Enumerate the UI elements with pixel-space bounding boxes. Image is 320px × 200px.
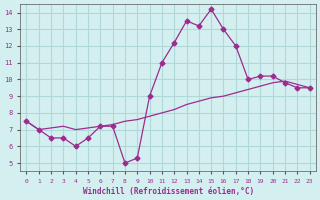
X-axis label: Windchill (Refroidissement éolien,°C): Windchill (Refroidissement éolien,°C) bbox=[83, 187, 254, 196]
